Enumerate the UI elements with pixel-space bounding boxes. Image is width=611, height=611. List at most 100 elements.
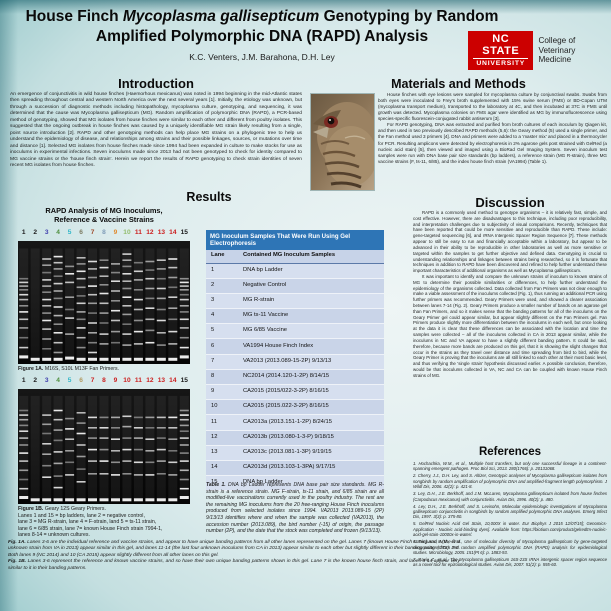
lane-cell: 5 — [211, 327, 215, 334]
lane-number: 1 — [21, 377, 26, 384]
discussion-body: RAPD is a commonly used method to genoty… — [413, 210, 607, 379]
lane-cell: 14 — [211, 464, 218, 471]
table-1-text: DNA bp Ladder represents DNA base pair s… — [206, 482, 384, 535]
table-row: 4 MG ts-11 Vaccine — [206, 309, 384, 325]
lane-number: 9 — [113, 377, 118, 384]
reference-item: 1. Hochachka, W.M., et al., Multiple hos… — [413, 461, 607, 472]
lane-cell: 2 — [211, 281, 215, 288]
table-row: 11 CA2013a (2013.151-1-2P) 8/24/15 — [206, 415, 384, 431]
figure-1b-caption: Figure 1B. Geary 12S Geary Primers. Lane… — [18, 506, 198, 539]
figure-1a-text: M16S, S10L M13F Fan Primers. — [43, 366, 120, 372]
reference-item: 5. GelRed Nucleic Acid Gel Stain, 10,000… — [413, 521, 607, 538]
lane-number: 12 — [146, 377, 154, 384]
lane-number: 9 — [113, 229, 118, 236]
reference-item: 4. Ley, D.H., J.E. Berkhoff, and S. Levi… — [413, 503, 607, 520]
inoculum-table: MG Inoculum Samples That Were Run Using … — [206, 230, 384, 492]
gelA-lane-numbers: 1 2 3 4 5 6 7 8 9 10 11 12 13 14 15 — [18, 229, 190, 236]
lane-cell: 8 — [211, 373, 215, 379]
lane-number: 3 — [44, 229, 49, 236]
col-lane: Lane — [211, 252, 225, 259]
lane-cell: 13 — [211, 448, 218, 455]
figure-note-label: Fig. 1B. — [8, 559, 26, 565]
figure-1b-line: lane 6 = 6/85 strain, lane 7= known Hous… — [18, 525, 163, 532]
table-row: 7 VA2013 (2013.089-15-2P) 9/13/13 — [206, 354, 384, 370]
figure-1b-label: Figure 1B. — [18, 506, 44, 512]
logo-line2: UNIVERSITY — [473, 58, 529, 67]
figure-note-label: Fig. 1A. — [8, 540, 26, 545]
table-row: 2 Negative Control — [206, 278, 384, 294]
lane-cell: 7 — [211, 357, 215, 364]
lane-number: 15 — [180, 377, 188, 384]
sample-cell: CA2015 (2015.022-3-2P) 8/16/15 — [243, 403, 329, 410]
table-row: 5 MG 6/85 Vaccine — [206, 324, 384, 340]
sample-cell: MG R-strain — [243, 297, 275, 304]
lane-number: 2 — [33, 377, 38, 384]
nc-state-logo: NC STATE UNIVERSITY College of Veterinar… — [468, 31, 608, 70]
lane-cell: 4 — [211, 312, 215, 319]
sample-cell: DNA bp Ladder — [243, 266, 283, 273]
figure-1b-line: lanes 8-14 = unknown cultures. — [18, 532, 90, 538]
sample-cell: CA2015 (2015/022-3-2P) 8/16/15 — [243, 388, 329, 395]
figure-1b-line: lane 3 = MG R-strain, lane 4 = F-strain,… — [18, 519, 157, 525]
discussion-para1: RAPD is a commonly used method to genoty… — [413, 210, 607, 274]
inoculum-table-title: MG Inoculum Samples That Were Run Using … — [206, 230, 384, 250]
lane-number: 5 — [67, 377, 72, 384]
figure-1b-line: Lanes 1 and 15 = bp ladders, lane 2 = ne… — [18, 512, 145, 519]
lane-number: 1 — [21, 229, 26, 236]
sample-cell: Negative Control — [243, 281, 287, 288]
lane-number: 14 — [169, 229, 177, 236]
gel-image-fan-primers — [18, 241, 190, 364]
sample-cell: CA2013d (2013.103-1-3PA) 9/17/15 — [243, 464, 336, 471]
sample-cell: VA1994 House Finch Index — [243, 342, 314, 349]
table-row: 15 DNA bp Ladder — [206, 476, 384, 492]
lane-number: 12 — [146, 229, 154, 236]
lane-number: 15 — [180, 229, 188, 236]
table-row: 3 MG R-strain — [206, 293, 384, 310]
authors: K.C. Venters, J.M. Barahona, D.H. Ley — [189, 52, 335, 62]
lane-number: 2 — [33, 229, 38, 236]
discussion-heading: Discussion — [475, 195, 545, 210]
sample-cell: CA2013c (2013.081-1-3P) 9/19/15 — [243, 448, 332, 455]
sample-cell: CA2013b (2013.080-1-3-P) 9/18/15 — [243, 433, 334, 440]
table-row: 14 CA2013d (2013.103-1-3PA) 9/17/15 — [206, 460, 384, 477]
lane-number: 4 — [56, 377, 60, 384]
lane-number: 6 — [79, 377, 83, 384]
col-samples: Contained MG Inoculum Samples — [243, 252, 336, 259]
figure-1a-caption: Figure 1A. M16S, S10L M13F Fan Primers. — [18, 366, 190, 372]
lane-number: 13 — [157, 229, 166, 236]
figure-1b-lines: Lanes 1 and 15 = bp ladders, lane 2 = ne… — [18, 513, 198, 539]
table-row: 9 CA2015 (2015/022-3-2P) 8/16/15 — [206, 385, 384, 401]
lane-number: 7 — [90, 377, 95, 384]
title-suffix: Genotyping by Random Amplified Polymorph… — [95, 8, 499, 46]
reference-item: 2. Cherry, J.J., D.H. Ley, and S. Altize… — [413, 473, 607, 490]
lane-number: 7 — [90, 229, 95, 236]
title-species: Mycoplasma gallisepticum — [122, 8, 320, 25]
table-row: 10 CA2015 (2015.022-3-2P) 8/16/15 — [206, 400, 384, 416]
introduction-heading: Introduction — [118, 76, 194, 91]
figure-note: Fig. 1B. Lanes 3-6 represent the referen… — [8, 559, 460, 572]
table-row: 8 NC2014 (2014.120-1-2P) 8/14/15 — [206, 369, 384, 385]
lane-number: 11 — [134, 229, 142, 236]
lane-cell: 10 — [211, 403, 218, 410]
lane-number: 11 — [134, 377, 142, 384]
figure-1b-text: Geary 12S Geary Primers. — [43, 506, 106, 512]
nc-state-logo-block: NC STATE UNIVERSITY — [468, 31, 534, 70]
poster-title: House Finch Mycoplasma gallisepticum Gen… — [12, 7, 512, 47]
sample-cell: MG 6/85 Vaccine — [243, 327, 288, 334]
gelB-lane-numbers: 1 2 3 4 5 6 7 8 9 10 11 12 13 14 15 — [18, 377, 190, 384]
figure-notes: Fig. 1A. Lanes 3-6 are the individual re… — [8, 540, 460, 572]
lane-number: 4 — [56, 229, 60, 236]
gel-figure-title: RAPD Analysis of MG Inoculums, Reference… — [18, 206, 190, 225]
figure-1a-label: Figure 1A. — [18, 366, 44, 372]
college-line2: Veterinary Medicine — [538, 45, 576, 64]
references-list: 1. Hochachka, W.M., et al., Multiple hos… — [413, 461, 607, 569]
materials-body: House finches with eye lesions were samp… — [378, 92, 607, 165]
inoculum-table-body: 1 DNA bp Ladder 2 Negative Control 3 MG R-str… — [206, 263, 384, 492]
lane-cell: 9 — [211, 388, 215, 395]
lane-cell: 3 — [211, 297, 215, 304]
lane-number: 3 — [44, 377, 49, 384]
materials-heading: Materials and Methods — [391, 77, 526, 91]
reference-item: 3. Ley, D.H., J.E. Berkhoff, and J.M. Mc… — [413, 491, 607, 502]
title-prefix: House Finch — [25, 8, 123, 25]
materials-para2: For RAPD genotyping, DNA was extracted a… — [378, 122, 607, 164]
